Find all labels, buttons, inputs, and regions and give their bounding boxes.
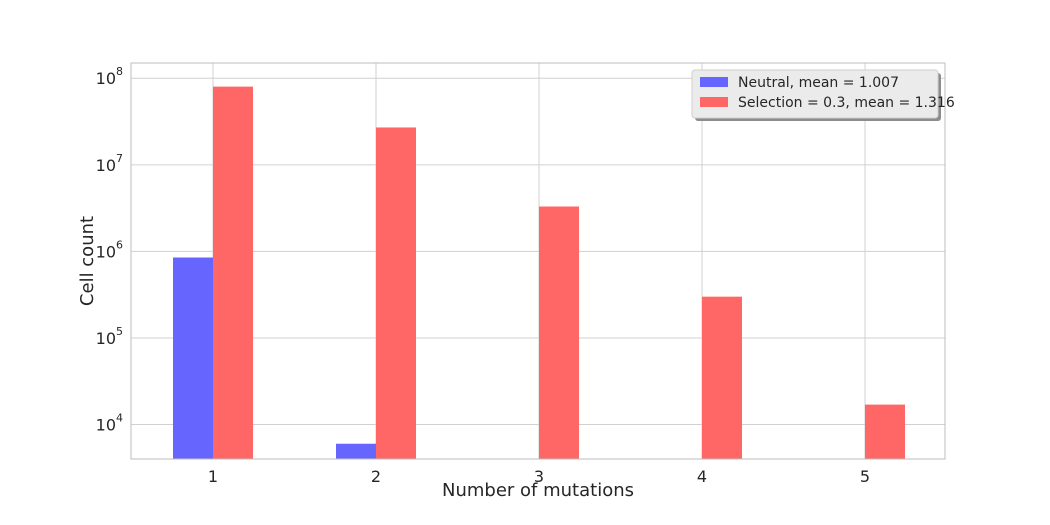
legend-swatch [700, 97, 728, 107]
bars [173, 86, 905, 459]
y-tick-label: 107 [96, 152, 123, 175]
x-tick-label: 2 [371, 467, 381, 486]
plot-background [131, 63, 945, 459]
y-axis-label: Cell count [77, 216, 98, 306]
bar-selection-5 [865, 404, 905, 459]
y-tick-label: 106 [96, 238, 123, 261]
legend-label: Neutral, mean = 1.007 [738, 75, 899, 91]
bar-selection-3 [539, 206, 579, 459]
y-tick-labels: 104 105 106 107 108 [96, 65, 123, 434]
y-tick-label: 104 [96, 412, 123, 435]
y-tick-label: 105 [96, 325, 123, 348]
x-tick-label: 1 [208, 467, 218, 486]
y-tick-label: 108 [96, 65, 123, 88]
legend-label: Selection = 0.3, mean = 1.316 [738, 95, 955, 111]
bar-neutral-1 [173, 257, 213, 459]
plot-frame [130, 62, 946, 460]
legend-box [691, 69, 939, 119]
bar-selection-2 [376, 127, 416, 459]
bar-selection-1 [213, 86, 253, 459]
x-tick-label: 4 [697, 467, 707, 486]
x-tick-label: 5 [860, 467, 870, 486]
x-tick-labels: 1 2 3 4 5 [208, 467, 870, 486]
x-axis-label: Number of mutations [442, 480, 634, 501]
x-tick-label: 3 [534, 467, 544, 486]
bar-selection-4 [702, 296, 742, 459]
bar-neutral-2 [336, 443, 376, 459]
legend-swatch [700, 77, 728, 87]
legend: Neutral, mean = 1.007 Selection = 0.3, me… [691, 69, 955, 121]
